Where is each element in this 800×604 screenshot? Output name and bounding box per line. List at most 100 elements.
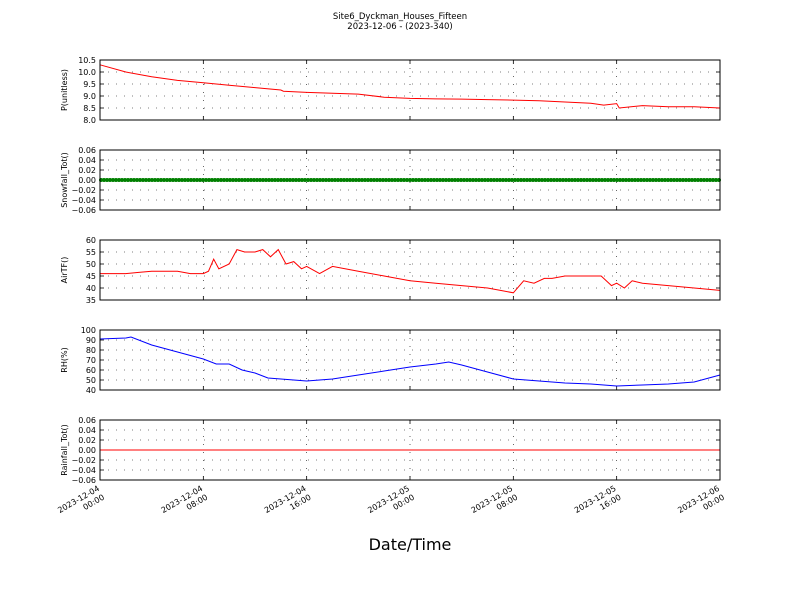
- series-marker: [186, 178, 190, 182]
- series-marker: [255, 178, 259, 182]
- series-marker: [696, 178, 700, 182]
- series-marker: [141, 178, 145, 182]
- series-marker: [240, 178, 244, 182]
- series-marker: [177, 178, 181, 182]
- series-marker: [153, 178, 157, 182]
- series-marker: [615, 178, 619, 182]
- y-tick-label: 100: [81, 326, 96, 335]
- series-marker: [642, 178, 646, 182]
- series-marker: [375, 178, 379, 182]
- series-marker: [405, 178, 409, 182]
- series-marker: [558, 178, 562, 182]
- series-marker: [612, 178, 616, 182]
- figure-title-line2: 2023-12-06 - (2023-340): [347, 22, 452, 32]
- series-marker: [204, 178, 208, 182]
- series-marker: [303, 178, 307, 182]
- panel-5: −0.06−0.04−0.020.000.020.040.06 Rainfall_…: [60, 416, 721, 485]
- series-marker: [363, 178, 367, 182]
- series-marker: [561, 178, 565, 182]
- series-marker: [564, 178, 568, 182]
- series-marker: [366, 178, 370, 182]
- x-tick-label: 2023-12-0516:00: [573, 484, 623, 524]
- series-marker: [714, 178, 718, 182]
- series-marker: [708, 178, 712, 182]
- series-marker: [324, 178, 328, 182]
- series-marker: [276, 178, 280, 182]
- y-axis-label: P(unitless): [60, 69, 69, 111]
- series-marker: [549, 178, 553, 182]
- series-marker: [534, 178, 538, 182]
- series-line-3: [100, 248, 721, 294]
- series-marker: [174, 178, 178, 182]
- y-tick-label: 9.0: [83, 92, 96, 101]
- y-tick-label: 90: [86, 336, 96, 345]
- series-marker: [543, 178, 547, 182]
- series-marker: [576, 178, 580, 182]
- series-marker: [705, 178, 709, 182]
- series-marker: [675, 178, 679, 182]
- series-marker: [516, 178, 520, 182]
- series-marker: [402, 178, 406, 182]
- series-marker: [702, 178, 706, 182]
- series-marker: [606, 178, 610, 182]
- series-marker: [603, 178, 607, 182]
- series-marker: [618, 178, 622, 182]
- series-marker: [429, 178, 433, 182]
- series-marker: [198, 178, 202, 182]
- series-marker: [663, 178, 667, 182]
- x-tick-label: 2023-12-0416:00: [263, 484, 313, 524]
- series-marker: [297, 178, 301, 182]
- series-marker: [138, 178, 142, 182]
- series-marker: [480, 178, 484, 182]
- series-marker: [591, 178, 595, 182]
- series-marker: [330, 178, 334, 182]
- series-marker: [531, 178, 535, 182]
- series-marker: [588, 178, 592, 182]
- series-marker: [315, 178, 319, 182]
- series-marker: [393, 178, 397, 182]
- series-marker: [450, 178, 454, 182]
- y-tick-label: 40: [86, 284, 96, 293]
- series-marker: [231, 178, 235, 182]
- series-marker: [441, 178, 445, 182]
- y-tick-label: 0.00: [78, 176, 96, 185]
- x-axis-label: Date/Time: [369, 535, 452, 554]
- series-marker: [474, 178, 478, 182]
- series-marker: [669, 178, 673, 182]
- y-tick-label: 0.06: [78, 416, 96, 425]
- series-marker: [495, 178, 499, 182]
- series-marker: [369, 178, 373, 182]
- series-marker: [627, 178, 631, 182]
- series-marker: [135, 178, 139, 182]
- series-marker: [156, 178, 160, 182]
- series-marker: [333, 178, 337, 182]
- series-marker: [279, 178, 283, 182]
- series-marker: [168, 178, 172, 182]
- series-marker: [345, 178, 349, 182]
- y-axis-label: AirTF(): [60, 257, 69, 284]
- x-tick-labels: 2023-12-0400:00 2023-12-0408:00 2023-12-04…: [56, 484, 726, 524]
- series-marker: [684, 178, 688, 182]
- y-tick-label: 0.06: [78, 146, 96, 155]
- series-marker: [120, 178, 124, 182]
- series-marker: [216, 178, 220, 182]
- series-marker: [471, 178, 475, 182]
- y-tick-label: 70: [86, 356, 96, 365]
- series-marker: [267, 178, 271, 182]
- series-marker: [504, 178, 508, 182]
- series-marker: [150, 178, 154, 182]
- series-marker: [195, 178, 199, 182]
- series-marker: [522, 178, 526, 182]
- y-tick-label: 0.04: [78, 156, 96, 165]
- series-marker: [171, 178, 175, 182]
- series-marker: [555, 178, 559, 182]
- series-marker: [465, 178, 469, 182]
- axes-frame: [99, 59, 721, 121]
- axes-frame: [99, 329, 721, 391]
- series-marker: [351, 178, 355, 182]
- series-marker: [312, 178, 316, 182]
- panel-2: −0.06−0.04−0.020.000.020.040.06 Snowfall_…: [60, 146, 721, 215]
